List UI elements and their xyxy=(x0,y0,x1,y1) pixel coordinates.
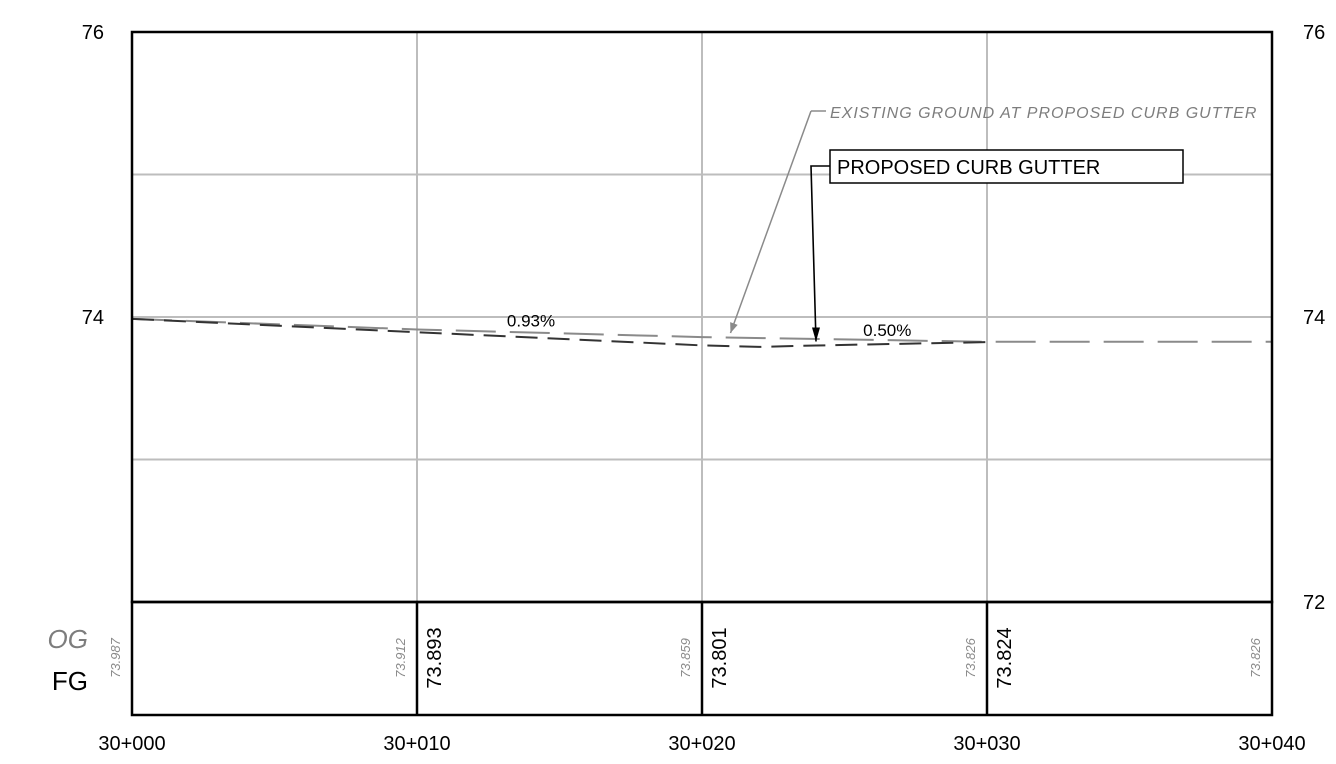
fg-leader-line xyxy=(810,165,830,342)
tick-labels: 30+000 30+010 30+020 30+030 30+040 76 74 76 74 72 xyxy=(82,22,1326,755)
og-arrowhead xyxy=(730,322,738,333)
fg-elevation-value: 73.801 xyxy=(709,627,731,688)
x-tick-label: 30+030 xyxy=(953,733,1020,755)
grade-label: 0.50% xyxy=(863,321,911,340)
og-elevation-value: 73.859 xyxy=(678,638,693,678)
y-tick-label-right: 74 xyxy=(1303,307,1325,329)
fg-annotation-box xyxy=(829,149,1184,184)
og-profile-line xyxy=(131,317,1272,343)
y-tick-label-right: 72 xyxy=(1303,592,1325,614)
x-tick-label: 30+020 xyxy=(668,733,735,755)
x-tick-label: 30+010 xyxy=(383,733,450,755)
og-elevation-value: 73.826 xyxy=(963,637,978,678)
series-layer: 0.93% 0.50% xyxy=(131,311,1272,348)
y-tick-label-right: 76 xyxy=(1303,22,1325,44)
x-tick-label: 30+000 xyxy=(98,733,165,755)
x-tick-label: 30+040 xyxy=(1238,733,1305,755)
y-tick-label-left: 76 xyxy=(82,22,104,44)
og-leader-line xyxy=(729,110,812,334)
data-band: OG FG 73.987 73.912 73.859 73.826 73.826 73.8… xyxy=(48,602,1263,715)
og-elevation-value: 73.987 xyxy=(108,637,123,678)
annotations: EXISTING GROUND AT PROPOSED CURB GUTTER … xyxy=(729,105,1257,342)
fg-profile-line xyxy=(131,317,988,348)
fg-elevation-value: 73.824 xyxy=(994,627,1016,688)
fg-elevation-value: 73.893 xyxy=(424,627,446,688)
og-row-label: OG xyxy=(48,624,88,654)
og-elevation-value: 73.912 xyxy=(393,637,408,678)
og-elevation-value: 73.826 xyxy=(1248,637,1263,678)
fg-arrowhead xyxy=(812,327,820,342)
y-tick-label-left: 74 xyxy=(82,307,104,329)
fg-row-label: FG xyxy=(52,666,88,696)
fg-annotation-label: PROPOSED CURB GUTTER xyxy=(837,157,1100,179)
og-annotation-label: EXISTING GROUND AT PROPOSED CURB GUTTER xyxy=(830,105,1257,122)
grade-label: 0.93% xyxy=(507,311,555,330)
